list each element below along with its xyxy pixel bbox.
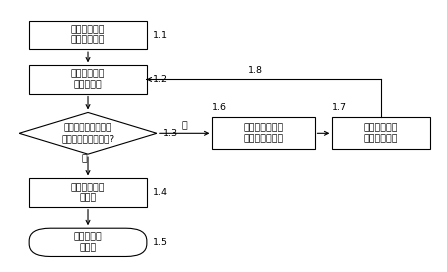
Text: 直接实例化流
程模板: 直接实例化流 程模板 [71, 183, 105, 202]
Text: 1.7: 1.7 [332, 103, 347, 112]
Text: 直接实例化框架
节点或抽象节点: 直接实例化框架 节点或抽象节点 [243, 123, 283, 143]
Text: 1.2: 1.2 [153, 75, 168, 84]
Text: 构建面向流程
的产品结构树: 构建面向流程 的产品结构树 [71, 25, 105, 45]
Text: 得到设计流
程实例: 得到设计流 程实例 [74, 233, 102, 252]
Text: 1.6: 1.6 [212, 103, 228, 112]
Text: 将实例化节点
添加到模板中: 将实例化节点 添加到模板中 [364, 123, 398, 143]
FancyBboxPatch shape [29, 178, 147, 207]
FancyBboxPatch shape [212, 117, 315, 149]
Text: 1.4: 1.4 [153, 188, 168, 197]
FancyBboxPatch shape [29, 21, 147, 49]
Text: 1.3: 1.3 [163, 129, 178, 138]
Text: 流程库模板是否包含
框架节点或抽象节点?: 流程库模板是否包含 框架节点或抽象节点? [61, 123, 114, 143]
Text: 是: 是 [182, 122, 187, 131]
FancyBboxPatch shape [29, 228, 147, 256]
Text: 否: 否 [82, 154, 87, 163]
Text: 1.5: 1.5 [153, 238, 168, 247]
Polygon shape [19, 112, 157, 154]
Text: 建立产品设计
流程库模板: 建立产品设计 流程库模板 [71, 70, 105, 89]
FancyBboxPatch shape [332, 117, 430, 149]
FancyBboxPatch shape [29, 65, 147, 94]
Text: 1.1: 1.1 [153, 30, 168, 39]
Text: 1.8: 1.8 [248, 66, 263, 75]
